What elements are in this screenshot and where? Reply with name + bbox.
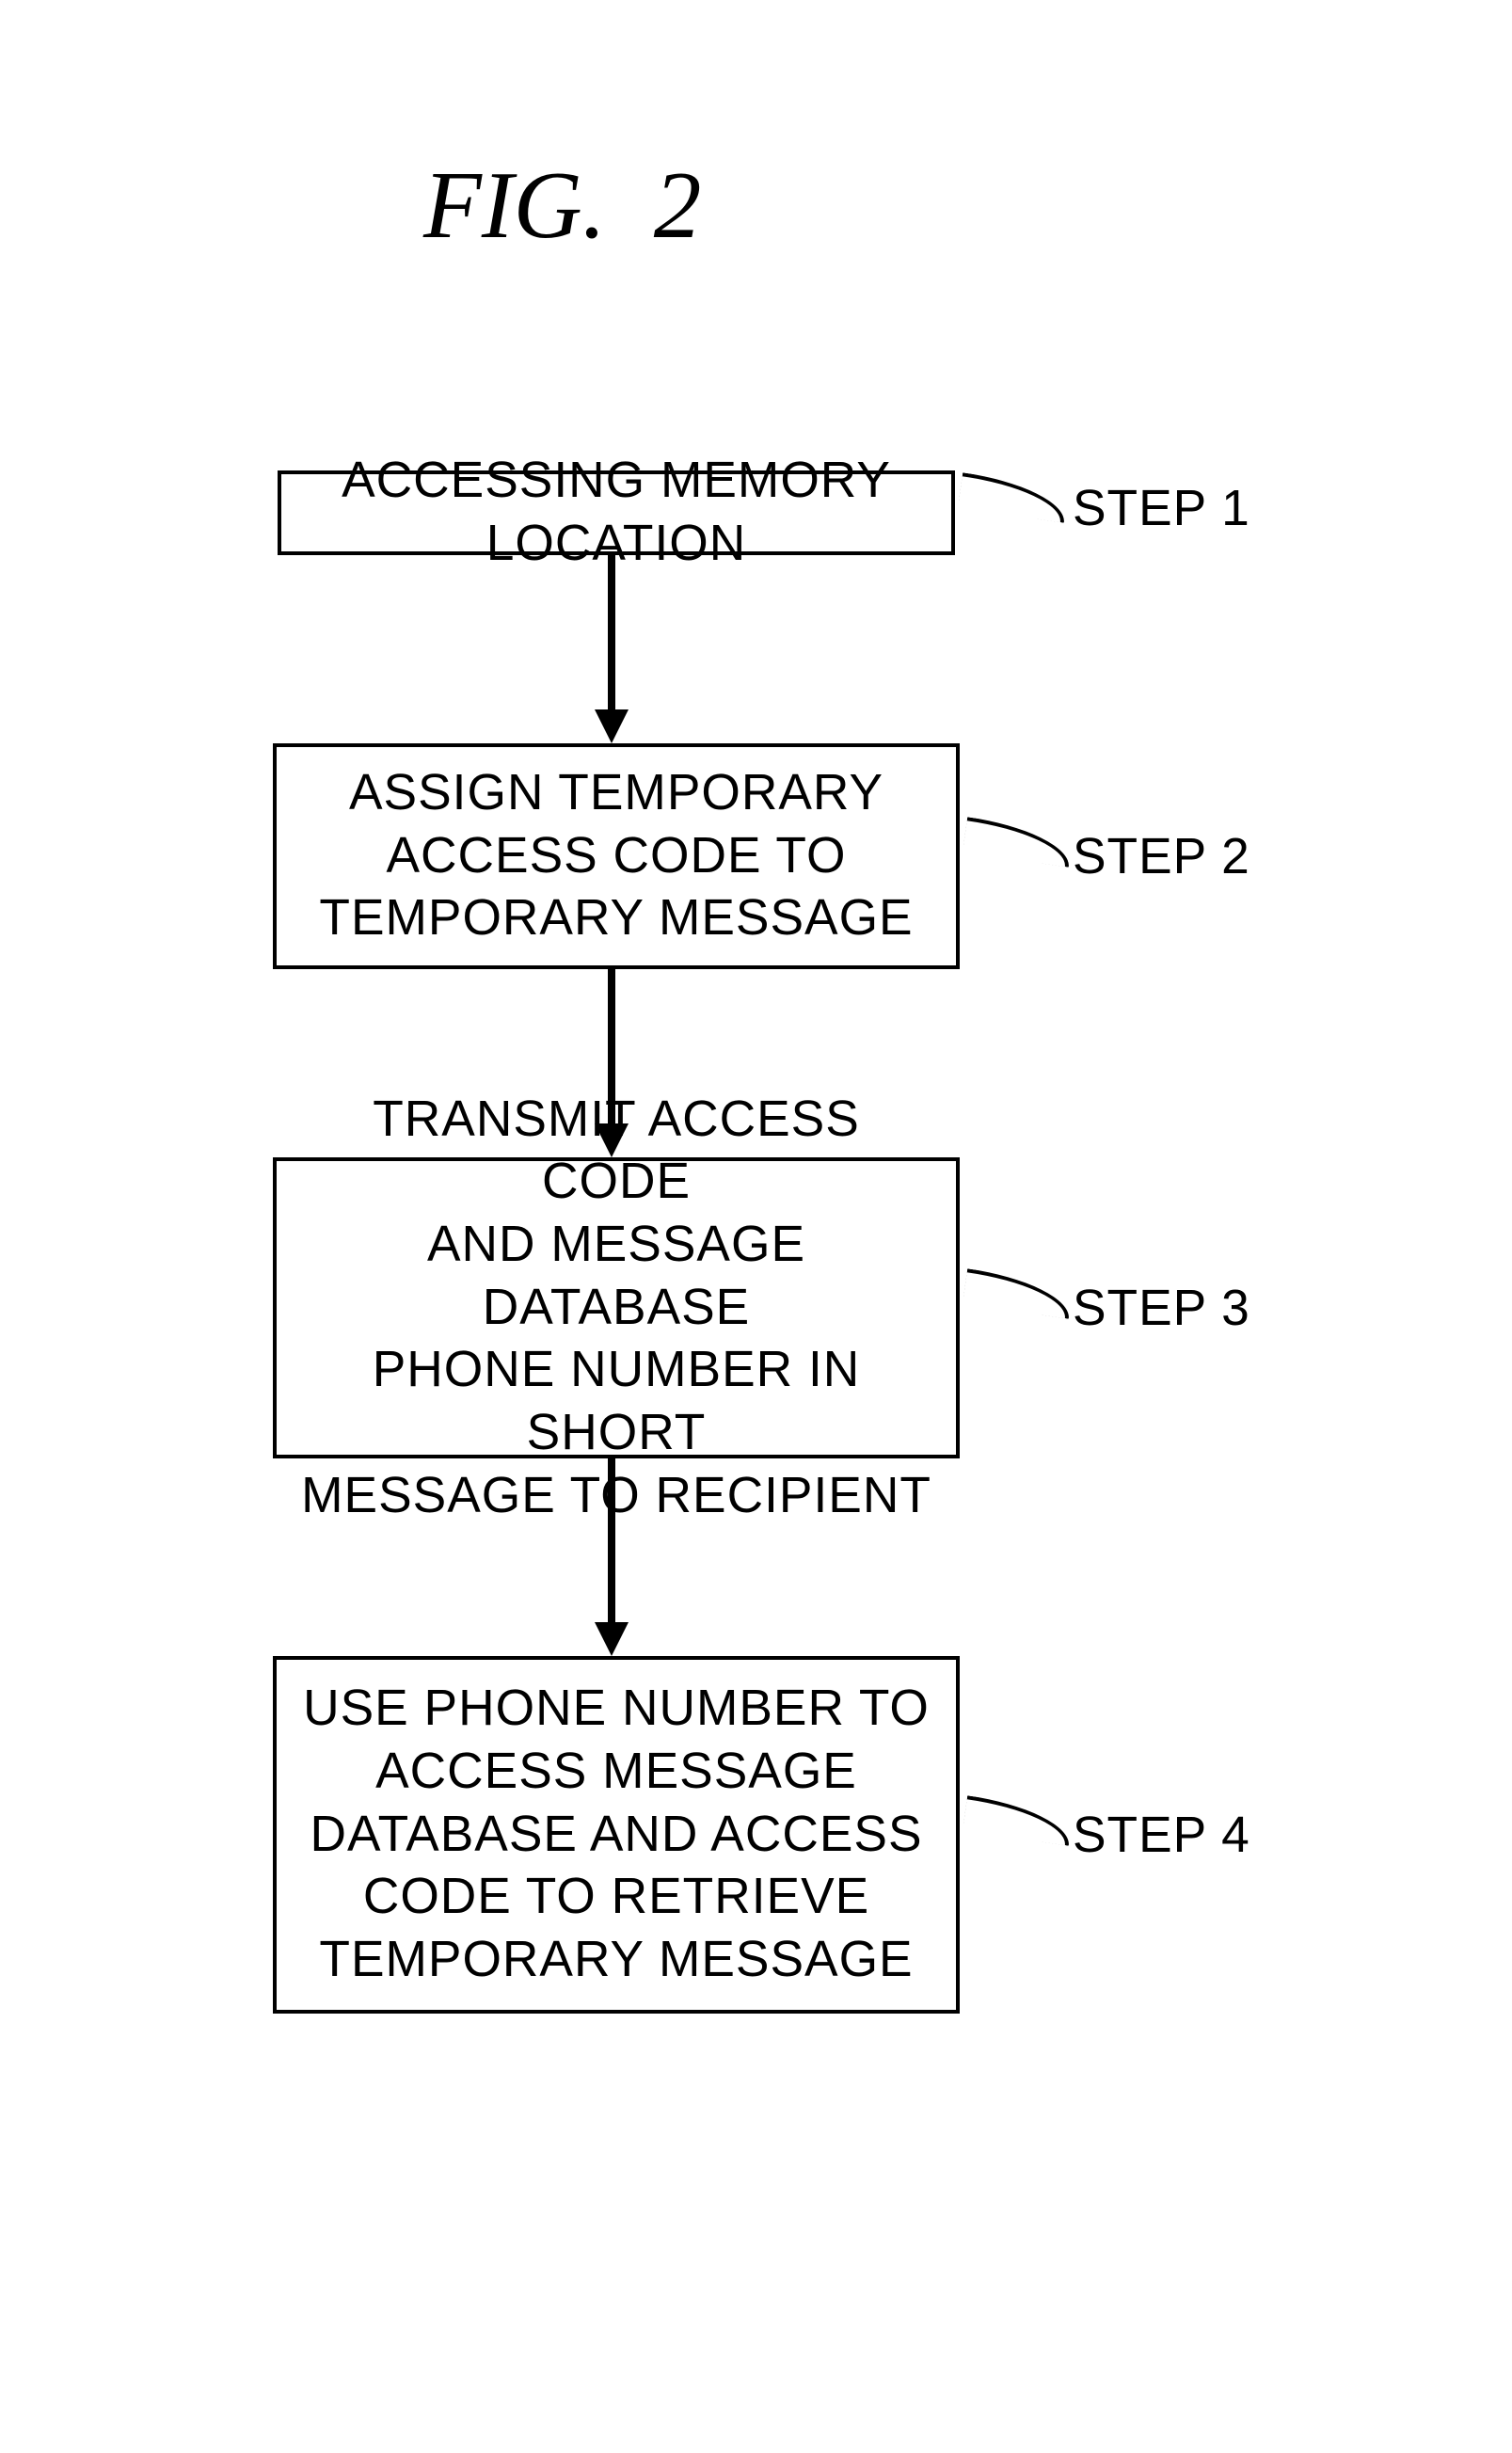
arrow-1-head — [595, 709, 629, 743]
step-4-connector — [963, 1795, 1074, 1845]
step-3-box: TRANSMIT ACCESS CODEAND MESSAGE DATABASE… — [273, 1157, 960, 1458]
step-2-connector — [963, 817, 1074, 867]
step-2-box: ASSIGN TEMPORARYACCESS CODE TOTEMPORARY … — [273, 743, 960, 969]
step-1-label: STEP 1 — [1073, 480, 1250, 537]
step-3-text: TRANSMIT ACCESS CODEAND MESSAGE DATABASE… — [295, 1089, 937, 1527]
arrow-1-line — [608, 555, 615, 713]
arrow-3-line — [608, 1458, 615, 1626]
step-4-box: USE PHONE NUMBER TOACCESS MESSAGEDATABAS… — [273, 1656, 960, 2014]
step-1-text: ACCESSING MEMORY LOCATION — [300, 450, 932, 575]
step-3-connector — [963, 1268, 1074, 1318]
arrow-3-head — [595, 1622, 629, 1656]
step-4-label: STEP 4 — [1073, 1807, 1250, 1864]
step-1-connector — [958, 472, 1069, 522]
step-2-text: ASSIGN TEMPORARYACCESS CODE TOTEMPORARY … — [319, 762, 913, 950]
step-3-label: STEP 3 — [1073, 1280, 1250, 1337]
step-4-text: USE PHONE NUMBER TOACCESS MESSAGEDATABAS… — [303, 1678, 930, 1991]
figure-title: FIG. 2 — [423, 151, 701, 260]
step-2-label: STEP 2 — [1073, 828, 1250, 885]
step-1-box: ACCESSING MEMORY LOCATION — [278, 470, 955, 555]
flowchart-page: FIG. 2 ACCESSING MEMORY LOCATION STEP 1 … — [0, 0, 1512, 2453]
